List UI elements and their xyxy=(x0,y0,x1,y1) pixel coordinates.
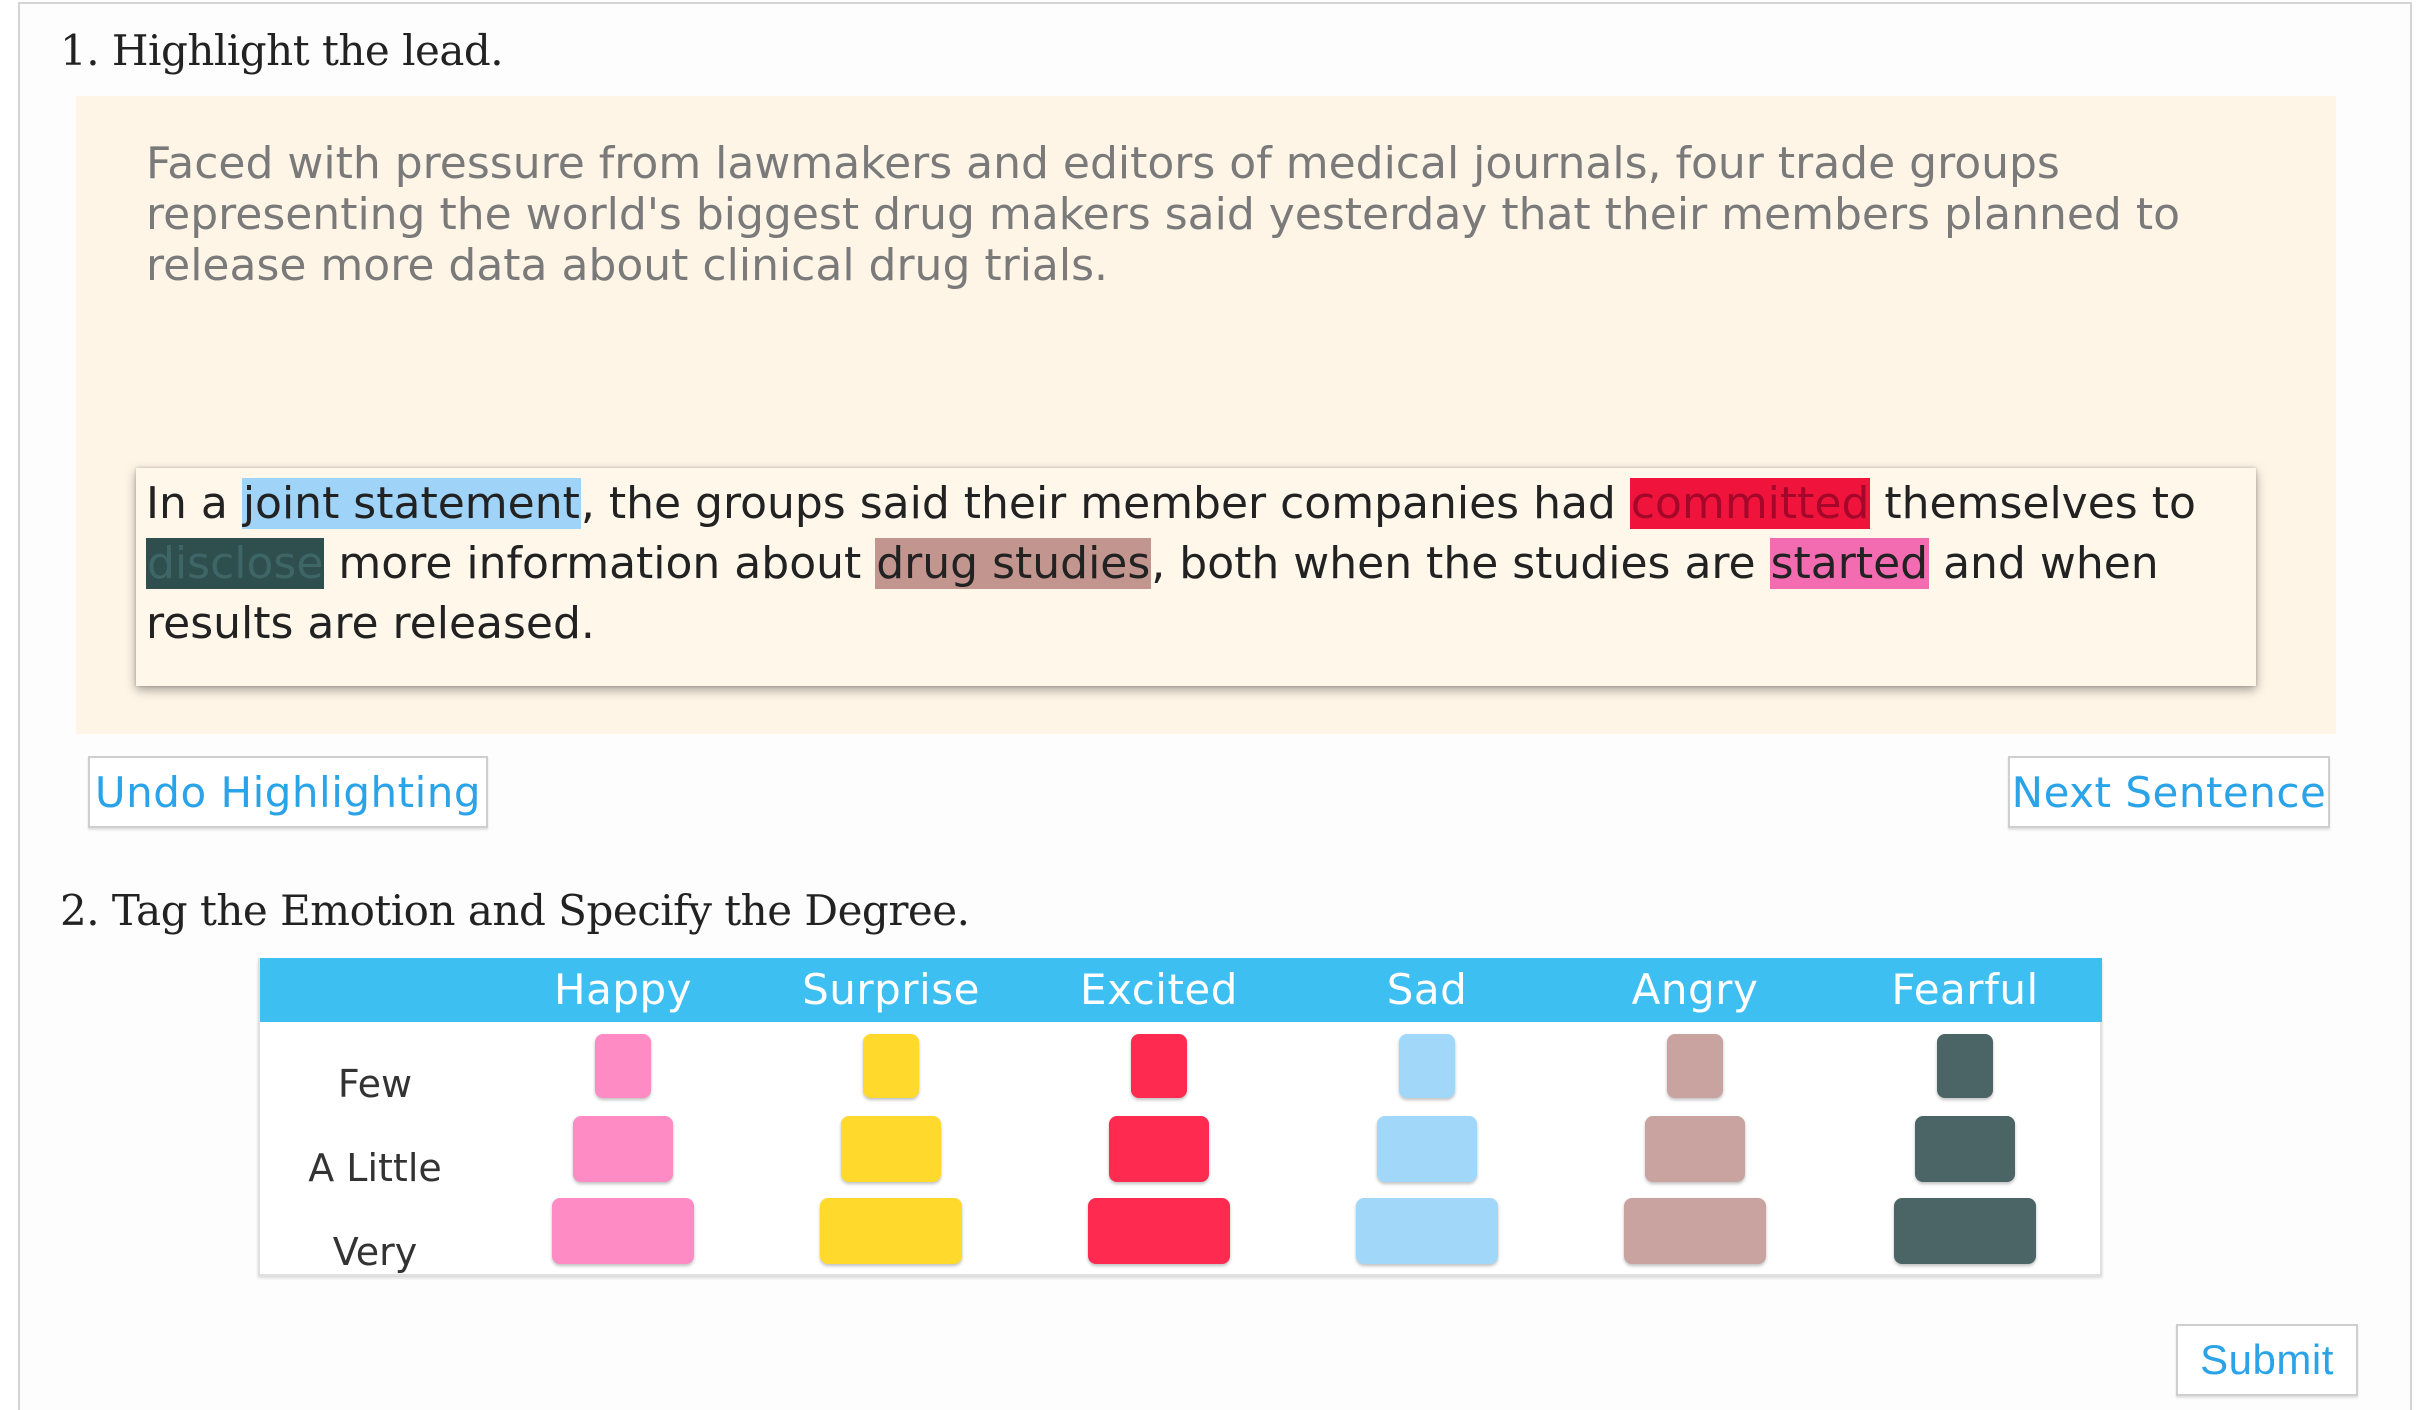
swatch-happy-very[interactable] xyxy=(552,1198,694,1264)
degree-label-a-little: A Little xyxy=(308,1146,442,1190)
degree-label-few: Few xyxy=(337,1062,413,1106)
sentence-box[interactable]: In a joint statement, the groups said th… xyxy=(136,468,2256,686)
emotion-label-angry: Angry xyxy=(1631,965,1759,1014)
submit-button[interactable]: Submit xyxy=(2176,1324,2358,1396)
swatch-excited-few[interactable] xyxy=(1131,1034,1187,1098)
swatch-fearful-few[interactable] xyxy=(1937,1034,1993,1098)
emotion-label-excited: Excited xyxy=(1080,965,1238,1014)
emotion-label-sad: Sad xyxy=(1386,965,1468,1014)
highlighted-phrase[interactable]: disclose xyxy=(146,538,325,589)
swatch-fearful-a-little[interactable] xyxy=(1915,1116,2015,1182)
sentence-segment[interactable]: themselves to xyxy=(1870,478,2196,529)
highlighted-phrase[interactable]: committed xyxy=(1629,478,1871,529)
swatch-angry-few[interactable] xyxy=(1667,1034,1723,1098)
swatch-angry-a-little[interactable] xyxy=(1645,1116,1745,1182)
swatch-happy-a-little[interactable] xyxy=(573,1116,673,1182)
sentence-text[interactable]: In a joint statement, the groups said th… xyxy=(146,474,2246,654)
swatch-happy-few[interactable] xyxy=(595,1034,651,1098)
swatch-fearful-very[interactable] xyxy=(1894,1198,2036,1264)
sentence-segment[interactable]: and when results are released. xyxy=(146,538,2159,649)
sentence-segment[interactable]: , both when the studies are xyxy=(1151,538,1770,589)
highlighted-phrase[interactable]: drug studies xyxy=(875,538,1152,589)
section-1-heading: 1. Highlight the lead. xyxy=(60,26,504,75)
swatch-surprise-few[interactable] xyxy=(863,1034,919,1098)
undo-highlighting-button[interactable]: Undo Highlighting xyxy=(88,756,488,828)
section-2-heading: 2. Tag the Emotion and Specify the Degre… xyxy=(60,886,970,935)
swatch-angry-very[interactable] xyxy=(1624,1198,1766,1264)
emotion-label-surprise: Surprise xyxy=(802,965,980,1014)
swatch-sad-few[interactable] xyxy=(1399,1034,1455,1098)
swatch-surprise-a-little[interactable] xyxy=(841,1116,941,1182)
next-sentence-button[interactable]: Next Sentence xyxy=(2008,756,2330,828)
highlighted-phrase[interactable]: joint statement xyxy=(241,478,581,529)
degree-label-very: Very xyxy=(332,1230,418,1274)
swatch-sad-very[interactable] xyxy=(1356,1198,1498,1264)
swatch-surprise-very[interactable] xyxy=(820,1198,962,1264)
emotion-table: Happy Surprise Excited Sad Angry Fearful… xyxy=(258,958,2102,1276)
sentence-segment[interactable]: , the groups said their member companies… xyxy=(580,478,1630,529)
emotion-label-happy: Happy xyxy=(554,965,692,1014)
lead-paragraph: Faced with pressure from lawmakers and e… xyxy=(146,138,2181,291)
sentence-segment[interactable]: In a xyxy=(146,478,242,529)
highlighted-phrase[interactable]: started xyxy=(1769,538,1930,589)
emotion-table-header: Happy Surprise Excited Sad Angry Fearful xyxy=(260,958,2102,1022)
sentence-segment[interactable]: more information about xyxy=(324,538,876,589)
swatch-sad-a-little[interactable] xyxy=(1377,1116,1477,1182)
emotion-label-fearful: Fearful xyxy=(1891,965,2039,1014)
swatch-excited-very[interactable] xyxy=(1088,1198,1230,1264)
swatch-excited-a-little[interactable] xyxy=(1109,1116,1209,1182)
